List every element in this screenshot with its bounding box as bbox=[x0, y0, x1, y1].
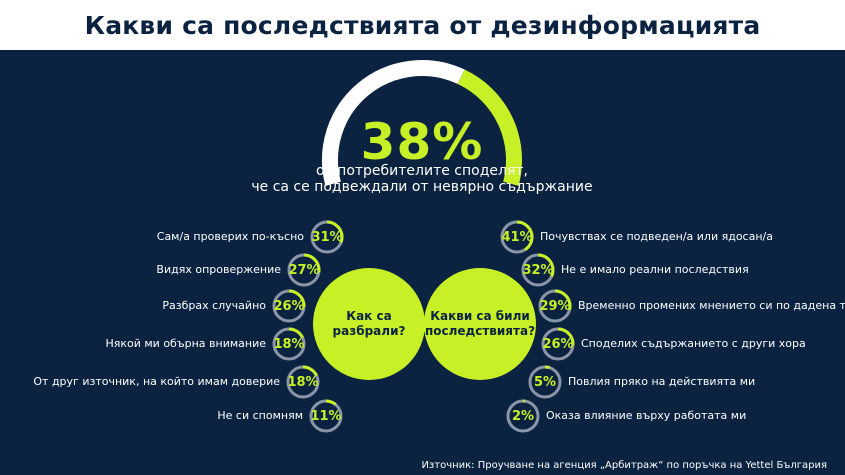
found-out-label: Разбрах случайно bbox=[162, 299, 266, 312]
consequence-ring: 5% bbox=[528, 365, 562, 399]
ring-fill bbox=[541, 327, 575, 361]
how-found-out-circle: Как са разбрали? bbox=[313, 268, 425, 380]
found-out-ring: 27% bbox=[287, 253, 321, 287]
consequence-label: Споделих съдържанието с други хора bbox=[581, 337, 806, 350]
headline-line-1: от потребителите споделят, bbox=[316, 163, 528, 179]
ring-percent: 31% bbox=[311, 229, 343, 245]
found-out-label: Видях опровержение bbox=[156, 263, 281, 276]
ring-percent: 41% bbox=[501, 229, 533, 245]
ring-svg bbox=[500, 220, 534, 254]
ring-fill bbox=[506, 399, 540, 433]
ring-fill bbox=[309, 399, 343, 433]
consequence-ring: 29% bbox=[538, 289, 572, 323]
ring-fill bbox=[310, 220, 344, 254]
consequence-label: Оказа влияние върху работата ми bbox=[546, 409, 747, 422]
consequence-label: Не е имало реални последствия bbox=[561, 263, 749, 276]
ring-percent: 26% bbox=[542, 336, 574, 352]
ring-svg bbox=[528, 365, 562, 399]
ring-percent: 11% bbox=[310, 408, 342, 424]
consequences-label: Какви са били последствията? bbox=[425, 309, 535, 339]
ring-percent: 26% bbox=[273, 298, 305, 314]
page-title: Какви са последствията от дезинформацият… bbox=[0, 0, 845, 50]
ring-percent: 18% bbox=[273, 336, 305, 352]
ring-fill bbox=[538, 289, 572, 323]
ring-fill bbox=[287, 253, 321, 287]
ring-fill bbox=[500, 220, 534, 254]
consequence-ring: 32% bbox=[521, 253, 555, 287]
ring-svg bbox=[272, 289, 306, 323]
ring-percent: 5% bbox=[533, 374, 557, 390]
found-out-label: Не си спомням bbox=[217, 409, 303, 422]
ring-svg bbox=[286, 365, 320, 399]
ring-percent: 27% bbox=[288, 262, 320, 278]
consequence-label: Повлия пряко на действията ми bbox=[568, 375, 756, 388]
found-out-ring: 11% bbox=[309, 399, 343, 433]
found-out-ring: 18% bbox=[272, 327, 306, 361]
consequences-label-line-1: Какви са били bbox=[430, 309, 530, 323]
headline-line-2: че са се подвеждали от невярно съдържани… bbox=[251, 179, 593, 195]
found-out-label: Сам/а проверих по-късно bbox=[156, 230, 304, 243]
found-out-ring: 26% bbox=[272, 289, 306, 323]
gauge-track bbox=[322, 60, 465, 186]
ring-fill bbox=[272, 327, 306, 361]
consequences-label-line-2: последствията? bbox=[424, 324, 536, 338]
ring-svg bbox=[538, 289, 572, 323]
ring-svg bbox=[287, 253, 321, 287]
ring-svg bbox=[310, 220, 344, 254]
ring-svg bbox=[506, 399, 540, 433]
source-note: Източник: Проучване на агенция „Арбитраж… bbox=[421, 460, 827, 471]
consequences-circle: Какви са били последствията? bbox=[424, 268, 536, 380]
ring-svg bbox=[541, 327, 575, 361]
consequence-ring: 2% bbox=[506, 399, 540, 433]
consequence-label: Почувствах се подведен/а или ядосан/а bbox=[540, 230, 773, 243]
ring-svg bbox=[521, 253, 555, 287]
ring-svg bbox=[272, 327, 306, 361]
how-found-out-label: Как са разбрали? bbox=[332, 309, 406, 338]
ring-percent: 32% bbox=[522, 262, 554, 278]
headline-value: 38% bbox=[360, 113, 484, 171]
found-out-label: Някой ми обърна внимание bbox=[105, 337, 266, 350]
consequence-label: Временно промених мнението си по дадена … bbox=[578, 299, 845, 312]
ring-fill bbox=[521, 253, 555, 287]
ring-percent: 18% bbox=[287, 374, 319, 390]
ring-percent: 29% bbox=[539, 298, 571, 314]
consequence-ring: 41% bbox=[500, 220, 534, 254]
ring-fill bbox=[272, 289, 306, 323]
ring-percent: 2% bbox=[511, 408, 535, 424]
found-out-label: От друг източник, на който имам доверие bbox=[33, 375, 280, 388]
ring-fill bbox=[286, 365, 320, 399]
consequence-ring: 26% bbox=[541, 327, 575, 361]
found-out-ring: 18% bbox=[286, 365, 320, 399]
headline-description: от потребителите споделят, че са се подв… bbox=[232, 163, 612, 195]
ring-svg bbox=[309, 399, 343, 433]
ring-fill bbox=[528, 365, 562, 399]
found-out-ring: 31% bbox=[310, 220, 344, 254]
gauge-fill bbox=[457, 69, 522, 186]
